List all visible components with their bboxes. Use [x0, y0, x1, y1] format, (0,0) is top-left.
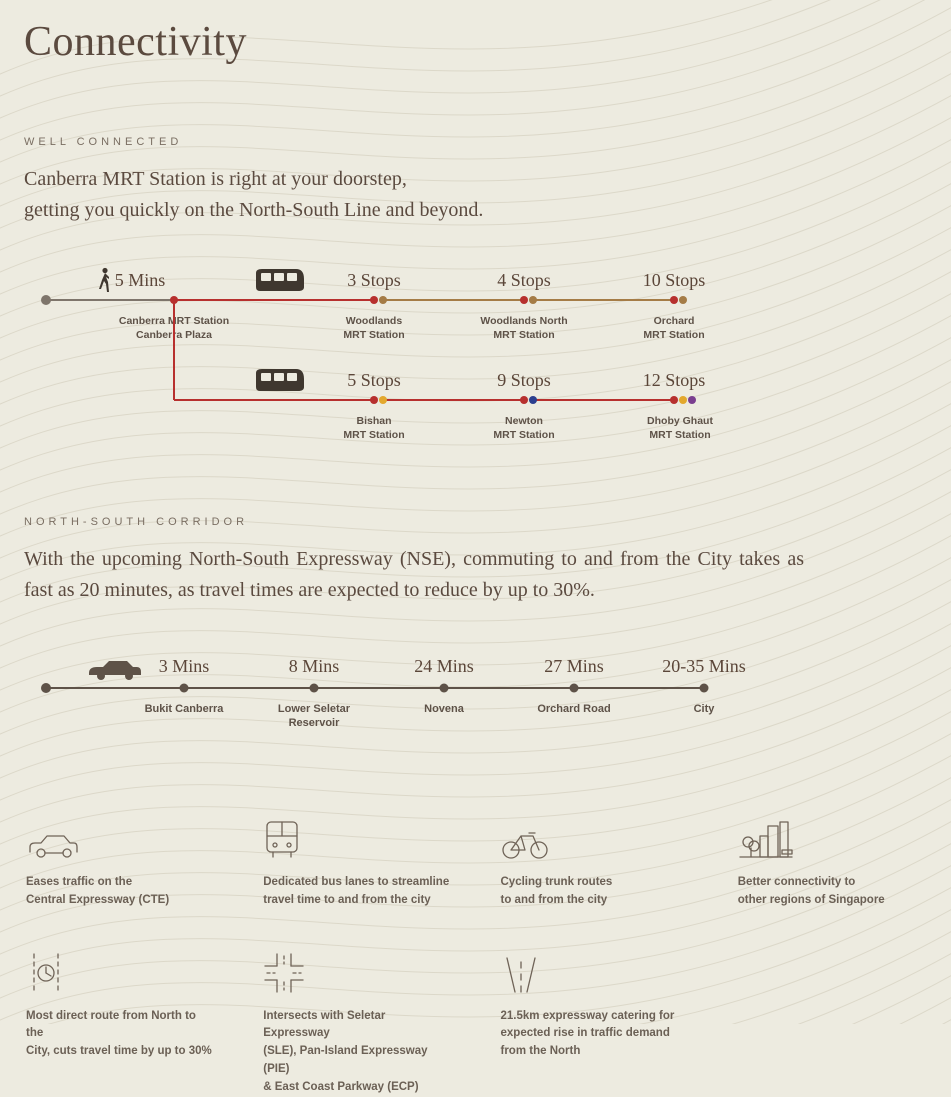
car-timeline: 3 Mins Bukit Canberra 8 Mins Lower SeletarR… — [34, 646, 927, 756]
station-label: WoodlandsMRT Station — [343, 314, 404, 342]
feature-text: Cycling trunk routes to and from the cit… — [501, 874, 688, 910]
car-stop-dot — [700, 684, 709, 693]
timeline-line — [531, 299, 674, 301]
timeline-dot — [379, 396, 387, 404]
lead-line2: getting you quickly on the North-South L… — [24, 199, 483, 221]
car-stop-label: City — [694, 702, 715, 716]
car-time-label: 24 Mins — [414, 656, 474, 677]
feature-text: 21.5km expressway catering for expected … — [501, 1008, 688, 1061]
car-stop-dot — [570, 684, 579, 693]
timeline-dot — [670, 296, 678, 304]
timeline-line — [381, 299, 524, 301]
feature-bike: Cycling trunk routes to and from the cit… — [501, 816, 688, 910]
timeline-dot — [370, 396, 378, 404]
features-grid: Eases traffic on the Central Expressway … — [24, 816, 927, 1097]
car-stop-label: Lower SeletarReservoir — [278, 702, 350, 731]
time-label: 3 Stops — [347, 270, 401, 291]
section2-eyebrow: NORTH-SOUTH CORRIDOR — [24, 516, 927, 528]
car-stop-label: Orchard Road — [537, 702, 610, 716]
feature-text: Dedicated bus lanes to streamline travel… — [263, 874, 450, 910]
timeline-line — [174, 299, 374, 301]
time-label: 10 Stops — [643, 270, 706, 291]
timeline-dot — [379, 296, 387, 304]
station-label: BishanMRT Station — [343, 414, 404, 442]
station-label: Woodlands NorthMRT Station — [480, 314, 567, 342]
train-icon — [252, 267, 306, 293]
car-icon — [85, 657, 143, 681]
car-start-dot — [41, 683, 51, 693]
bus-icon — [263, 816, 450, 860]
car-stop-label: Novena — [424, 702, 464, 716]
timeline-dot — [688, 396, 696, 404]
bike-icon — [501, 816, 688, 860]
section1-eyebrow: WELL CONNECTED — [24, 136, 927, 148]
page-title: Connectivity — [24, 18, 927, 66]
car-icon — [26, 816, 213, 860]
station-label: NewtonMRT Station — [493, 414, 554, 442]
feature-city: Better connectivity to other regions of … — [738, 816, 925, 910]
time-label: 9 Stops — [497, 370, 551, 391]
timeline-dot — [520, 296, 528, 304]
intersect-icon — [263, 950, 450, 994]
car-line — [46, 687, 704, 689]
lead-line1: Canberra MRT Station is right at your do… — [24, 168, 407, 190]
car-time-label: 20-35 Mins — [662, 656, 746, 677]
feature-road: 21.5km expressway catering for expected … — [501, 950, 688, 1097]
train-icon — [252, 367, 306, 393]
timeline-dot — [670, 396, 678, 404]
timeline-dot — [370, 296, 378, 304]
time-label: 5 Stops — [347, 370, 401, 391]
timeline-line — [531, 399, 674, 401]
section1-lead: Canberra MRT Station is right at your do… — [24, 164, 927, 226]
feature-text: Better connectivity to other regions of … — [738, 874, 925, 910]
timeline-dot — [41, 295, 51, 305]
time-label: 12 Stops — [643, 370, 706, 391]
station-label: Dhoby GhautMRT Station — [647, 414, 713, 442]
feature-bus: Dedicated bus lanes to streamline travel… — [263, 816, 450, 910]
timeline-dot — [679, 396, 687, 404]
section2-lead: With the upcoming North-South Expressway… — [24, 544, 804, 606]
feature-car: Eases traffic on the Central Expressway … — [26, 816, 213, 910]
car-time-label: 27 Mins — [544, 656, 604, 677]
car-stop-label: Bukit Canberra — [145, 702, 224, 716]
timeline-dot — [520, 396, 528, 404]
time-label: 4 Stops — [497, 270, 551, 291]
feature-text: Most direct route from North to the City… — [26, 1008, 213, 1061]
car-stop-dot — [180, 684, 189, 693]
walker-icon — [94, 267, 114, 293]
road-icon — [501, 950, 688, 994]
mrt-timeline: 5 Mins3 Stops4 Stops10 StopsCanberra MRT… — [34, 266, 927, 486]
car-stop-dot — [440, 684, 449, 693]
time-label: 5 Mins — [115, 270, 166, 291]
station-label: OrchardMRT Station — [643, 314, 704, 342]
feature-text: Intersects with Seletar Expressway (SLE)… — [263, 1008, 450, 1097]
city-icon — [738, 816, 925, 860]
feature-route: Most direct route from North to the City… — [26, 950, 213, 1097]
timeline-line — [381, 399, 524, 401]
car-time-label: 8 Mins — [289, 656, 340, 677]
feature-intersect: Intersects with Seletar Expressway (SLE)… — [263, 950, 450, 1097]
timeline-vline — [173, 300, 175, 400]
timeline-dot — [529, 396, 537, 404]
feature-text: Eases traffic on the Central Expressway … — [26, 874, 213, 910]
timeline-dot — [529, 296, 537, 304]
route-icon — [26, 950, 213, 994]
timeline-line — [46, 299, 174, 301]
timeline-dot — [679, 296, 687, 304]
car-time-label: 3 Mins — [159, 656, 210, 677]
car-stop-dot — [310, 684, 319, 693]
timeline-line — [174, 399, 374, 401]
